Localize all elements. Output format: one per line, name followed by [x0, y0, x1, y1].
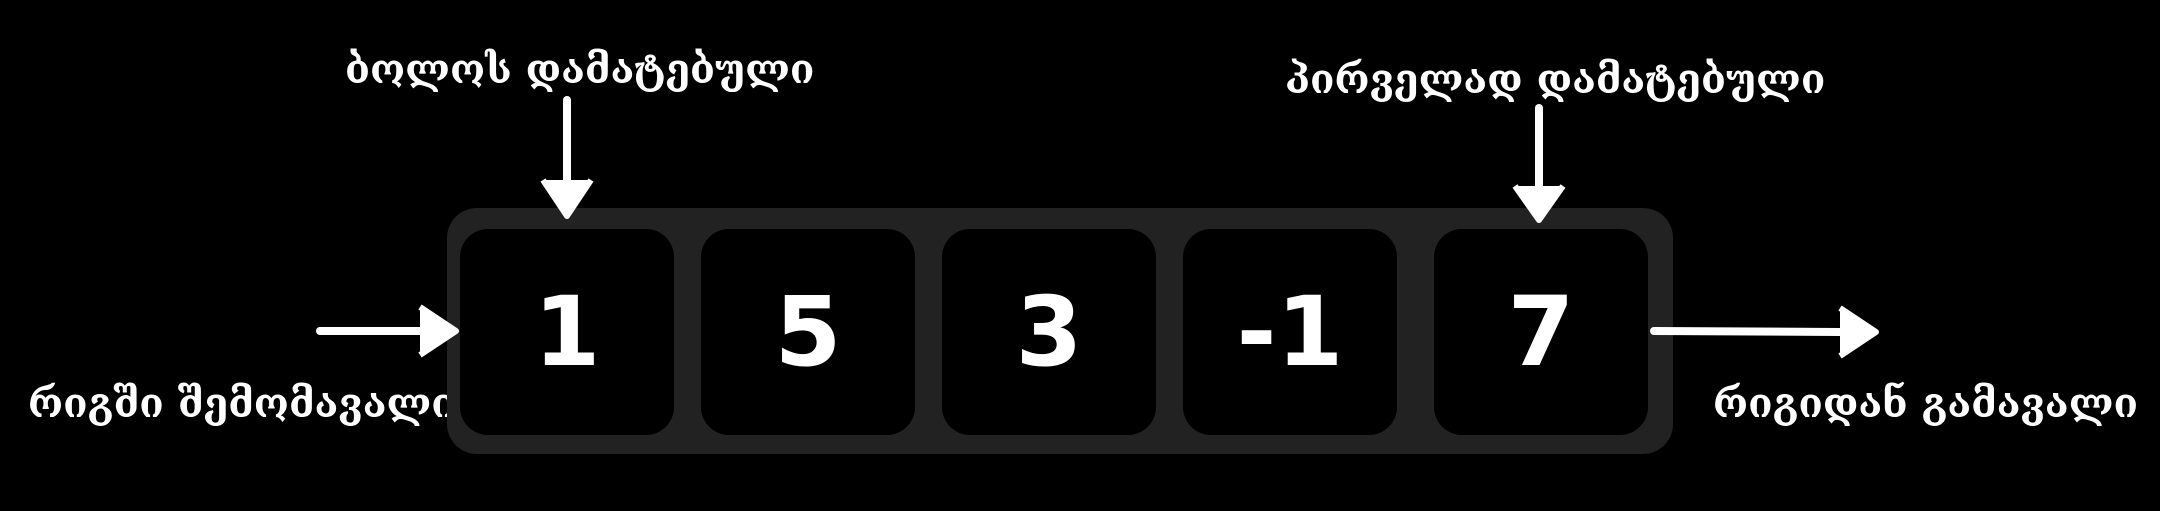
- first-added-arrow: [1512, 104, 1566, 223]
- enqueue-arrow: [316, 304, 459, 358]
- queue-item: 3: [942, 229, 1156, 435]
- queue-item: -1: [1183, 229, 1397, 435]
- last-added-label: ბოლოს დამატებული: [345, 46, 815, 93]
- dequeue-arrow: [1650, 305, 1879, 359]
- leaving-queue-label: რიგიდან გამავალი: [1713, 380, 2139, 427]
- queue-item: 7: [1434, 229, 1648, 435]
- queue-item: 1: [460, 229, 674, 435]
- last-added-arrow: [540, 96, 594, 219]
- first-added-label: პირველად დამატებული: [1285, 56, 1826, 103]
- queue-item: 5: [701, 229, 915, 435]
- entering-queue-label: რიგში შემომავალი: [28, 380, 456, 427]
